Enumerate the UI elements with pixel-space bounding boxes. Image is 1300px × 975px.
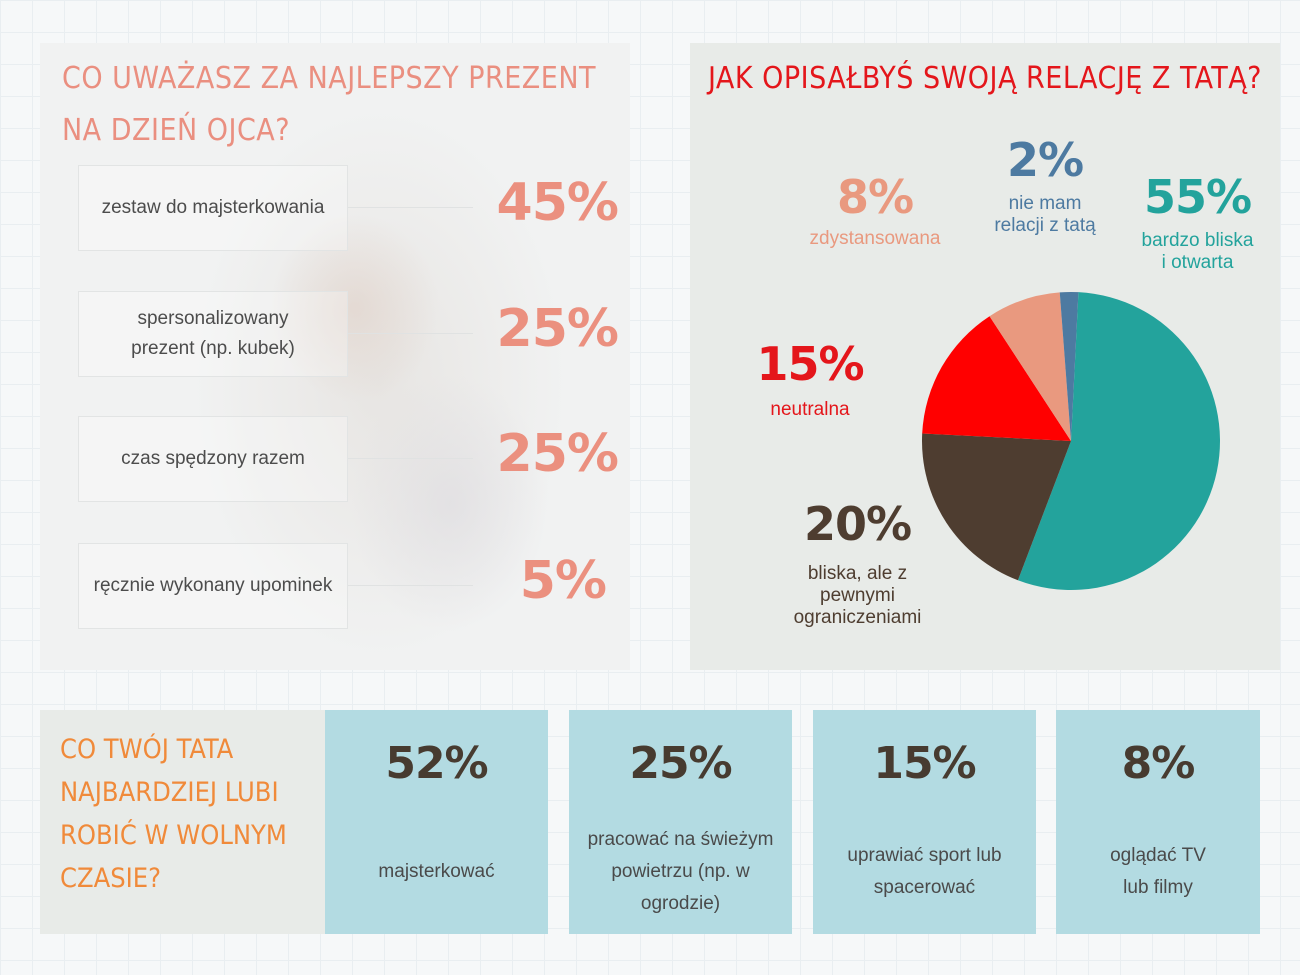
- slice-description: neutralna: [770, 399, 850, 420]
- gift-option-box: spersonalizowany prezent (np. kubek): [78, 291, 348, 377]
- hobby-card: 52% majsterkować: [325, 710, 548, 934]
- gift-option-row: czas spędzony razem 25%: [78, 416, 619, 502]
- relation-question-panel: JAK OPISAŁBYŚ SWOJĄ RELACJĘ Z TATĄ? 8% z…: [690, 43, 1280, 670]
- slice-label-bliska-ale: 20% bliska, ale z pewnymi ograniczeniami: [775, 495, 940, 629]
- gift-option-percent: 45%: [496, 173, 619, 233]
- hobby-card: 25% pracować na świeżym powietrzu (np. w…: [569, 710, 792, 934]
- slice-percent: 55%: [1143, 170, 1252, 224]
- slice-percent: 2%: [1006, 133, 1084, 187]
- slice-label-zdystansowana: 8% zdystansowana: [800, 168, 950, 250]
- connector-line: [348, 585, 473, 586]
- slice-description: nie mam relacji z tatą: [994, 193, 1096, 236]
- gift-option-row: zestaw do majsterkowania 45%: [78, 165, 619, 251]
- connector-line: [348, 458, 473, 459]
- hobby-question-box: CO TWÓJ TATA NAJBARDZIEJ LUBI ROBIĆ W WO…: [40, 710, 325, 934]
- connector-line: [348, 333, 473, 334]
- hobby-question-title: CO TWÓJ TATA NAJBARDZIEJ LUBI ROBIĆ W WO…: [60, 734, 287, 894]
- slice-description: bliska, ale z pewnymi ograniczeniami: [793, 563, 922, 628]
- hobby-percent: 15%: [873, 738, 976, 789]
- relation-pie-chart: [922, 292, 1220, 590]
- gift-question-panel: CO UWAŻASZ ZA NAJLEPSZY PREZENT NA DZIEŃ…: [40, 43, 630, 670]
- slice-percent: 20%: [803, 497, 912, 551]
- gift-question-title: CO UWAŻASZ ZA NAJLEPSZY PREZENT NA DZIEŃ…: [62, 61, 596, 148]
- hobby-label: oglądać TV lub filmy: [1110, 845, 1206, 898]
- hobby-label: majsterkować: [378, 861, 495, 882]
- gift-option-percent: 25%: [496, 424, 619, 484]
- hobby-card: 15% uprawiać sport lub spacerować: [813, 710, 1036, 934]
- pie-slice-4: [1059, 292, 1079, 441]
- hobby-label: uprawiać sport lub spacerować: [847, 845, 1002, 898]
- slice-label-brak-relacji: 2% nie mam relacji z tatą: [985, 131, 1105, 237]
- hobby-percent: 52%: [385, 738, 488, 789]
- gift-option-label: ręcznie wykonany upominek: [93, 575, 333, 596]
- slice-percent: 8%: [836, 170, 914, 224]
- hobby-card: 8% oglądać TV lub filmy: [1056, 710, 1260, 934]
- gift-option-box: zestaw do majsterkowania: [78, 165, 348, 251]
- pie-slice-0: [1017, 292, 1220, 590]
- hobby-percent: 25%: [629, 738, 732, 789]
- pie-slice-1: [922, 433, 1071, 581]
- gift-option-row: ręcznie wykonany upominek 5%: [78, 543, 618, 629]
- gift-option-percent: 5%: [519, 551, 607, 611]
- gift-option-row: spersonalizowany prezent (np. kubek) 25%: [78, 291, 619, 377]
- slice-description: bardzo bliska i otwarta: [1141, 230, 1254, 273]
- gift-option-percent: 25%: [496, 299, 619, 359]
- slice-label-neutralna: 15% neutralna: [745, 335, 875, 421]
- gift-option-label: czas spędzony razem: [121, 448, 305, 469]
- slice-label-bardzo-bliska: 55% bardzo bliska i otwarta: [1130, 168, 1265, 274]
- hobby-percent: 8%: [1121, 738, 1196, 789]
- pie-slice-2: [922, 316, 1071, 441]
- pie-slice-3: [989, 292, 1071, 441]
- relation-question-title: JAK OPISAŁBYŚ SWOJĄ RELACJĘ Z TATĄ?: [707, 61, 1262, 96]
- gift-option-box: czas spędzony razem: [78, 416, 348, 502]
- gift-option-box: ręcznie wykonany upominek: [78, 543, 348, 629]
- gift-option-label: zestaw do majsterkowania: [101, 197, 325, 218]
- slice-percent: 15%: [756, 337, 864, 391]
- gift-option-label: spersonalizowany prezent (np. kubek): [131, 308, 295, 359]
- connector-line: [348, 207, 473, 208]
- slice-description: zdystansowana: [809, 228, 941, 249]
- hobby-question-panel: CO TWÓJ TATA NAJBARDZIEJ LUBI ROBIĆ W WO…: [40, 710, 1260, 934]
- hobby-label: pracować na świeżym powietrzu (np. w ogr…: [587, 829, 774, 914]
